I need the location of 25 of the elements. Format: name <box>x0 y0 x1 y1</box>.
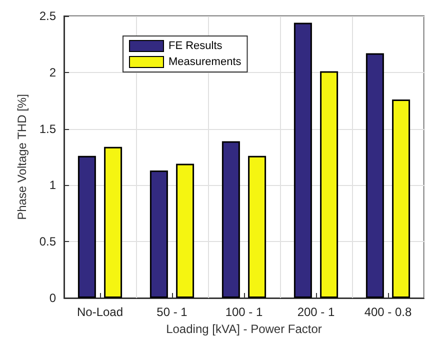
bar <box>176 164 194 298</box>
y-tick-label: 0 <box>49 291 56 305</box>
x-axis-title: Loading [kVA] - Power Factor <box>166 322 322 336</box>
y-tick-label: 1.5 <box>39 122 56 136</box>
y-tick-label: 1 <box>49 178 56 192</box>
bar <box>392 99 410 298</box>
bar <box>294 22 312 298</box>
legend-label: Measurements <box>168 56 242 68</box>
x-tick-label: 400 - 0.8 <box>364 305 412 319</box>
legend-label: FE Results <box>168 40 223 52</box>
bar <box>320 71 338 298</box>
bar <box>248 156 266 298</box>
bar <box>366 53 384 298</box>
bar <box>104 146 122 298</box>
x-tick-label: No-Load <box>76 305 124 319</box>
bar <box>78 156 96 298</box>
x-tick-label: 100 - 1 <box>225 305 264 319</box>
bar <box>150 170 168 298</box>
y-tick-label: 2 <box>49 65 56 80</box>
x-tick-label: 50 - 1 <box>156 305 188 319</box>
y-axis-title: Phase Voltage THD [%] <box>15 94 29 220</box>
y-tick-label: 0.5 <box>39 234 56 249</box>
x-tick-label: 200 - 1 <box>297 305 336 319</box>
y-tick-label: 2.5 <box>39 9 56 23</box>
bar <box>222 141 240 298</box>
